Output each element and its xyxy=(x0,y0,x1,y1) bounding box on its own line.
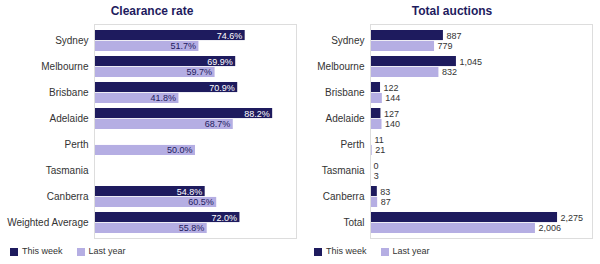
html-text:Total auctions: Total auctions xyxy=(411,4,493,18)
svg-text:1,045: 1,045 xyxy=(459,57,482,67)
svg-text:779: 779 xyxy=(438,41,453,51)
svg-text:832: 832 xyxy=(442,67,457,77)
svg-text:140: 140 xyxy=(385,119,400,129)
html-text:This week: This week xyxy=(326,246,367,256)
svg-text:Weighted Average: Weighted Average xyxy=(7,217,89,228)
svg-text:Brisbane: Brisbane xyxy=(49,87,89,98)
svg-text:41.8%: 41.8% xyxy=(150,93,176,103)
svg-text:0: 0 xyxy=(374,161,379,171)
svg-text:127: 127 xyxy=(384,109,399,119)
svg-text:Canberra: Canberra xyxy=(323,191,365,202)
svg-text:Total: Total xyxy=(343,217,364,228)
svg-text:2,275: 2,275 xyxy=(561,213,584,223)
svg-text:50.0%: 50.0% xyxy=(167,145,193,155)
svg-text:Melbourne: Melbourne xyxy=(41,61,89,72)
svg-text:887: 887 xyxy=(446,31,461,41)
svg-text:Sydney: Sydney xyxy=(331,35,364,46)
html-text:Clearance rate: Clearance rate xyxy=(110,4,194,18)
svg-text:Perth: Perth xyxy=(341,139,365,150)
svg-text:69.9%: 69.9% xyxy=(207,57,233,67)
svg-text:54.8%: 54.8% xyxy=(177,187,203,197)
svg-text:87: 87 xyxy=(381,197,391,207)
svg-text:Perth: Perth xyxy=(65,139,89,150)
svg-text:59.7%: 59.7% xyxy=(187,67,213,77)
svg-text:144: 144 xyxy=(385,93,400,103)
svg-text:Adelaide: Adelaide xyxy=(326,113,365,124)
html-text:Last year: Last year xyxy=(392,246,430,256)
svg-text:2,006: 2,006 xyxy=(538,223,561,233)
svg-text:72.0%: 72.0% xyxy=(211,213,237,223)
svg-text:74.6%: 74.6% xyxy=(217,31,243,41)
svg-text:Melbourne: Melbourne xyxy=(317,61,365,72)
html-text:Last year: Last year xyxy=(88,246,126,256)
svg-text:51.7%: 51.7% xyxy=(170,41,196,51)
svg-text:Brisbane: Brisbane xyxy=(325,87,365,98)
svg-text:Tasmania: Tasmania xyxy=(322,165,365,176)
svg-text:60.5%: 60.5% xyxy=(188,197,214,207)
svg-text:68.7%: 68.7% xyxy=(205,119,231,129)
svg-text:21: 21 xyxy=(375,145,385,155)
html-text:This week: This week xyxy=(22,246,63,256)
svg-text:83: 83 xyxy=(380,187,390,197)
svg-text:88.2%: 88.2% xyxy=(244,109,270,119)
svg-text:11: 11 xyxy=(374,135,383,145)
svg-text:55.8%: 55.8% xyxy=(179,223,205,233)
svg-text:Adelaide: Adelaide xyxy=(50,113,89,124)
svg-text:70.9%: 70.9% xyxy=(209,83,235,93)
svg-text:Canberra: Canberra xyxy=(47,191,89,202)
svg-text:3: 3 xyxy=(374,171,379,181)
svg-text:122: 122 xyxy=(384,83,399,93)
svg-text:Sydney: Sydney xyxy=(55,35,88,46)
svg-text:Tasmania: Tasmania xyxy=(46,165,89,176)
